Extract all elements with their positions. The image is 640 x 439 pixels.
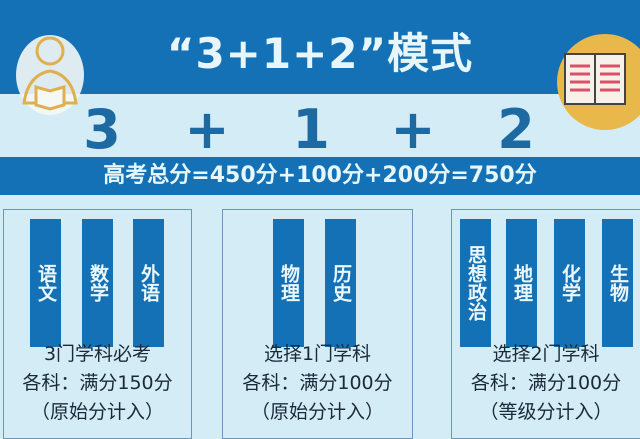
subject-pill: 数学 [82,219,113,347]
group-line: 各科：满分150分 [22,372,173,394]
student-reading-icon [16,35,84,115]
formula-part: + [390,98,436,161]
formula-part: + [184,98,230,161]
formula-part: 3 [83,98,121,161]
formula-part: 2 [497,98,535,161]
subject-pill: 外语 [133,219,164,347]
group-line: 各科：满分100分 [470,372,622,394]
group-choose-two: 思想政治 地理 化学 生物 选择2门学科 各科：满分100分 （等级分计入） [451,209,640,439]
group-line: （原始分计入） [30,401,164,423]
header-band [0,0,640,94]
subject-pill: 化学 [554,219,585,347]
group-required: 语文 数学 外语 3门学科必考 各科：满分150分 （原始分计入） [3,209,192,439]
group-line: 选择1门学科 [263,343,372,365]
subject-pill: 语文 [30,219,61,347]
group-line: 选择2门学科 [492,343,600,365]
subject-pill: 历史 [325,219,356,347]
subject-pill: 物理 [273,219,304,347]
group-line: （等级分计入） [479,401,613,423]
total-score-bar: 高考总分=450分+100分+200分=750分 [0,157,640,195]
subject-pill: 地理 [506,219,537,347]
subject-pill: 生物 [602,219,633,347]
group-line: 3门学科必考 [43,343,152,365]
group-choose-one: 物理 历史 选择1门学科 各科：满分100分 （原始分计入） [222,209,413,439]
open-book-icon [557,34,640,130]
group-line: 各科：满分100分 [242,372,393,394]
group-line: （原始分计入） [250,401,384,423]
formula-part: 1 [292,98,330,161]
page-title: “3+1+2”模式 [166,29,474,78]
subject-pill: 思想政治 [460,219,491,347]
